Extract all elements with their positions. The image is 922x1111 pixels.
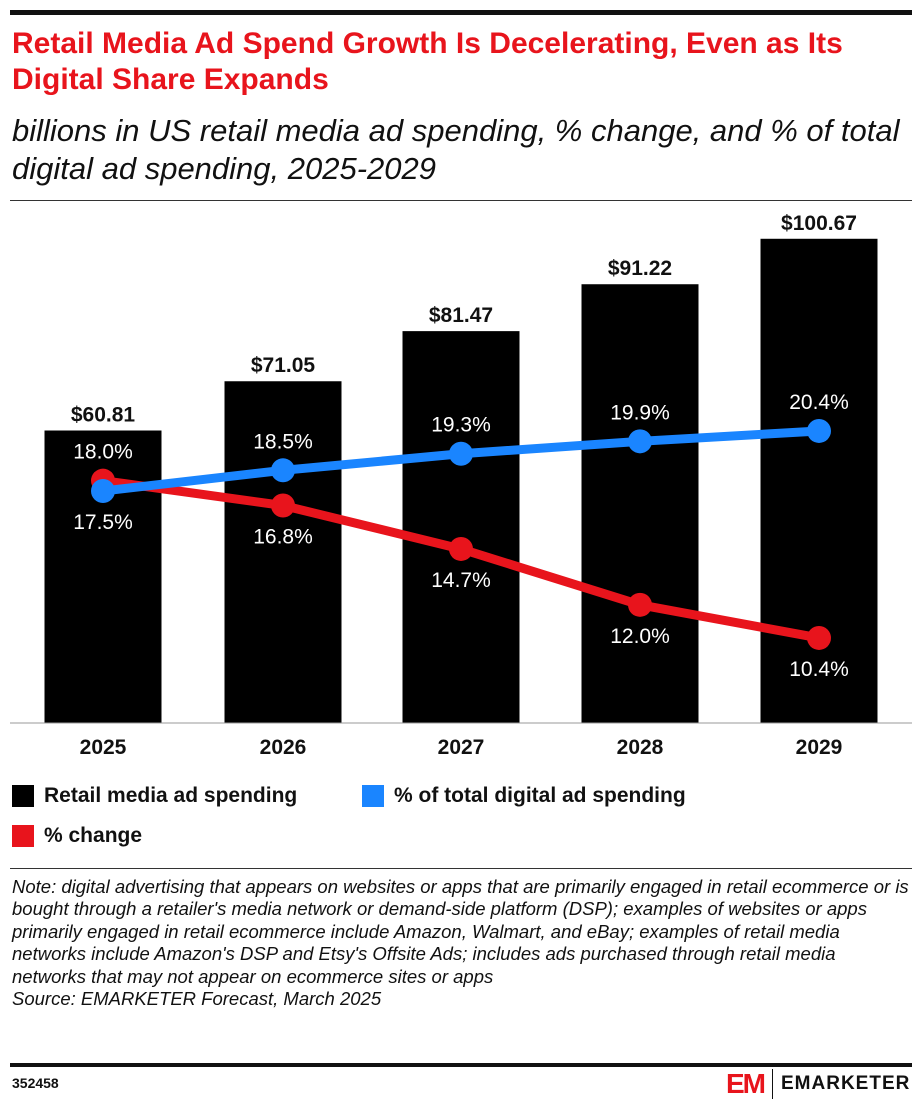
chart-title: Retail Media Ad Spend Growth Is Decelera…: [12, 27, 843, 96]
data-point: [807, 418, 831, 443]
data-point: [628, 592, 652, 617]
legend-swatch: [12, 785, 34, 807]
legend-label: Retail media ad spending: [44, 784, 298, 807]
note-text: Note: digital advertising that appears o…: [12, 876, 909, 987]
data-point: [271, 458, 295, 483]
emarketer-logo: EM EMARKETER: [726, 1068, 910, 1100]
x-tick-label: 2025: [80, 736, 127, 759]
data-label: 19.9%: [610, 401, 670, 424]
data-point: [271, 493, 295, 518]
bar: [224, 381, 342, 723]
chart-area: $60.81 2025 $71.05 2026 $81.47 2027 $91.22 2028…: [10, 212, 912, 759]
legend-label: % of total digital ad spending: [394, 784, 686, 807]
x-tick-label: 2027: [438, 736, 485, 759]
bar-value-label: $91.22: [608, 257, 672, 280]
source-text: Source: EMARKETER Forecast, March 2025: [12, 988, 382, 1010]
x-tick-label: 2029: [796, 736, 843, 759]
legend-item-spending: Retail media ad spending: [12, 784, 297, 808]
chart-id: 352458: [12, 1075, 59, 1091]
data-point: [449, 441, 473, 466]
x-tick-label: 2026: [260, 736, 307, 759]
logo-separator: [772, 1069, 773, 1099]
data-point: [91, 479, 115, 503]
bar-value-label: $71.05: [251, 354, 316, 377]
chart-subtitle: billions in US retail media ad spending,…: [12, 113, 900, 186]
bar: [581, 284, 699, 723]
legend-swatch: [362, 785, 384, 807]
divider: [10, 868, 912, 869]
data-point: [807, 625, 831, 650]
bar-value-label: $60.81: [71, 404, 136, 427]
data-label: 17.5%: [73, 511, 133, 534]
data-label: 20.4%: [789, 391, 849, 414]
data-label: 12.0%: [610, 625, 670, 648]
data-label: 18.0%: [73, 441, 133, 464]
bar-value-label: $100.67: [781, 212, 857, 235]
legend-swatch: [12, 825, 34, 847]
data-label: 10.4%: [789, 658, 849, 681]
bar: [760, 238, 878, 724]
divider: [10, 200, 912, 201]
legend-item-share: % of total digital ad spending: [362, 784, 686, 808]
bar: [402, 331, 520, 723]
bar-value-label: $81.47: [429, 304, 493, 327]
data-label: 18.5%: [253, 430, 313, 453]
logo-wordmark: EMARKETER: [781, 1073, 911, 1094]
top-bar: [10, 10, 912, 15]
data-label: 19.3%: [431, 414, 491, 437]
x-tick-label: 2028: [617, 736, 664, 759]
data-point: [449, 536, 473, 561]
data-point: [628, 429, 652, 454]
legend-item-change: % change: [12, 824, 142, 848]
data-label: 14.7%: [431, 569, 491, 592]
logo-mark: EM: [726, 1068, 766, 1099]
bottom-bar: [10, 1063, 912, 1067]
legend-label: % change: [44, 824, 143, 847]
data-label: 16.8%: [253, 525, 313, 548]
notes: Note: digital advertising that appears o…: [12, 876, 912, 1010]
